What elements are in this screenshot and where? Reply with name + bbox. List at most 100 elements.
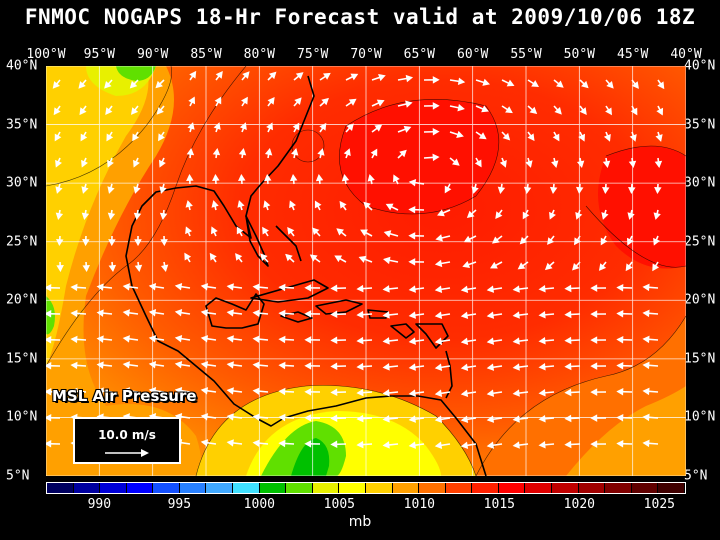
wind-arrow: [55, 209, 64, 220]
wind-arrow: [252, 283, 269, 291]
wind-arrow: [576, 157, 585, 168]
wind-arrow: [605, 79, 614, 89]
wind-arrow: [517, 261, 529, 270]
wind-arrow: [317, 148, 325, 159]
latitude-label-left: 30°N: [6, 175, 38, 191]
wind-arrow: [512, 311, 529, 319]
wind-arrow: [46, 414, 61, 422]
latitude-label-right: 5°N: [684, 468, 708, 484]
wind-arrow: [495, 209, 503, 220]
wind-arrow: [642, 335, 659, 344]
wind-arrow: [155, 79, 165, 89]
wind-arrow: [304, 440, 321, 448]
wind-arrow: [538, 363, 555, 371]
wind-arrow: [499, 157, 507, 168]
wind-arrow: [122, 309, 139, 317]
wind-arrow: [590, 440, 607, 448]
wind-arrow: [626, 235, 634, 246]
wind-arrow: [82, 261, 90, 273]
wind-arrow: [631, 79, 639, 89]
wind-arrow: [278, 309, 295, 318]
wind-arrow: [449, 104, 465, 112]
wind-arrow: [264, 148, 273, 159]
wind-arrow: [657, 79, 665, 90]
wind-arrow: [574, 235, 581, 246]
wind-arrow: [523, 183, 532, 195]
wind-arrow: [319, 97, 329, 107]
wind-arrow: [460, 311, 477, 319]
wind-vectors: [46, 70, 665, 449]
wind-arrow: [549, 183, 558, 195]
wind-arrow: [527, 105, 538, 115]
wind-arrow: [460, 285, 477, 293]
wind-arrow: [267, 71, 277, 81]
wind-arrow: [382, 363, 399, 371]
colorbar-cell: [498, 483, 526, 493]
wind-arrow: [55, 157, 62, 168]
colorbar-cell: [392, 483, 420, 493]
wind-arrow: [226, 309, 243, 317]
wind-arrow: [408, 311, 425, 319]
wind-arrow: [564, 284, 581, 293]
wind-arrow: [434, 259, 451, 268]
wind-arrow: [278, 335, 295, 344]
wind-arrow: [538, 337, 555, 345]
longitude-label: 65°W: [403, 47, 435, 62]
wind-arrow: [356, 284, 373, 293]
wind-arrow: [552, 131, 560, 142]
wind-arrow: [200, 335, 217, 343]
wind-arrow: [408, 285, 425, 293]
latitude-label-left: 35°N: [6, 117, 38, 133]
wind-arrow: [538, 441, 555, 449]
wind-arrow: [564, 388, 581, 397]
wind-arrow: [625, 261, 633, 272]
wind-arrow: [538, 311, 555, 319]
wind-arrow: [200, 439, 217, 447]
wind-arrow: [81, 183, 89, 194]
wind-arrow: [226, 283, 243, 291]
latitude-label-left: 5°N: [6, 468, 30, 484]
wind-arrow: [460, 363, 477, 371]
reference-vector-box: 10.0 m/s: [73, 417, 181, 464]
wind-arrow: [289, 173, 298, 185]
colorbar-cell: [445, 483, 473, 493]
wind-arrow: [70, 283, 87, 292]
wind-arrow: [158, 131, 165, 142]
wind-arrow: [212, 147, 221, 159]
wind-arrow: [653, 235, 660, 246]
wind-arrow: [293, 72, 304, 81]
wind-arrow: [339, 200, 347, 211]
wind-arrow: [122, 335, 139, 343]
wind-arrow: [655, 131, 663, 142]
wind-arrow: [292, 122, 300, 133]
wind-arrow: [311, 227, 321, 237]
wind-arrow: [501, 79, 515, 87]
wind-arrow: [241, 71, 250, 81]
wind-arrow: [358, 255, 373, 263]
wind-arrow: [334, 255, 347, 263]
wind-arrow: [475, 105, 489, 113]
wind-arrow: [226, 335, 243, 343]
wind-arrow: [238, 147, 247, 159]
wind-arrow: [278, 283, 295, 292]
wind-arrow: [642, 309, 659, 318]
colorbar-cell: [551, 483, 579, 493]
wind-arrow: [159, 183, 167, 194]
wind-arrow: [46, 284, 61, 292]
wind-arrow: [319, 122, 327, 133]
wind-arrow: [148, 387, 165, 395]
wind-arrow: [82, 235, 90, 247]
wind-arrow: [252, 387, 269, 395]
wind-arrow: [382, 285, 399, 293]
wind-arrow: [252, 309, 269, 317]
longitude-label: 95°W: [83, 47, 115, 62]
latitude-label-left: 10°N: [6, 409, 38, 425]
wind-arrow: [148, 361, 165, 369]
longitude-label: 85°W: [190, 47, 222, 62]
wind-arrow: [78, 79, 87, 89]
wind-arrow: [263, 173, 272, 185]
wind-arrow: [96, 387, 113, 395]
pressure-colorbar: [46, 482, 686, 494]
wind-arrow: [285, 253, 295, 263]
wind-arrow: [235, 253, 243, 263]
